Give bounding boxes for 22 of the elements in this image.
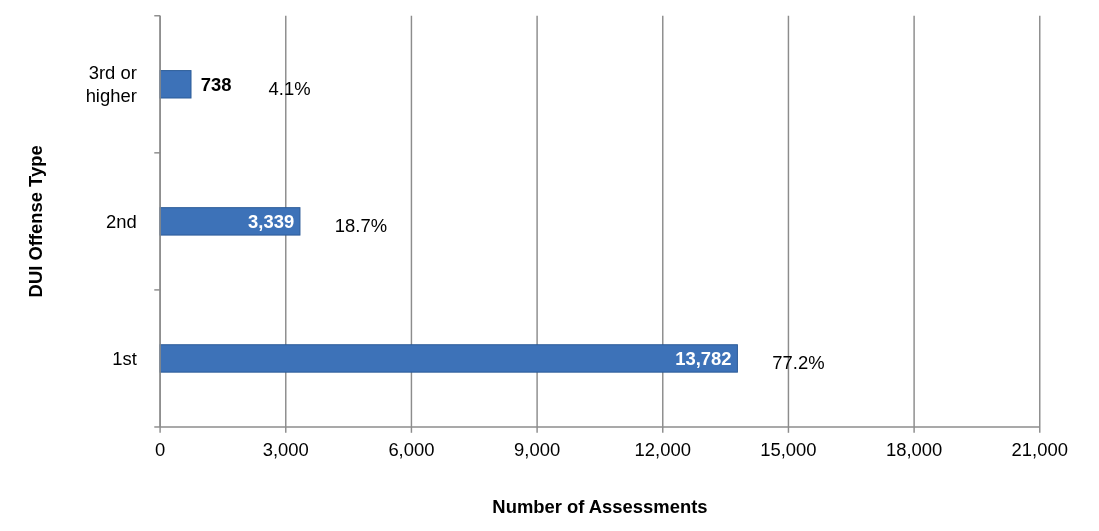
- bar: [159, 207, 301, 236]
- y-tick-label: 3rd or higher: [85, 62, 137, 107]
- annotation: 4.1%: [268, 77, 311, 99]
- y-axis-title: DUI Offense Type: [24, 145, 46, 298]
- x-axis-title: Number of Assessments: [492, 496, 708, 518]
- annotation: 18.7%: [334, 214, 388, 236]
- annotation: 77.2%: [772, 351, 825, 373]
- x-tick-label: 18,000: [885, 439, 943, 461]
- x-tick-label: 15,000: [760, 439, 817, 461]
- x-tick-label: 9,000: [514, 439, 561, 461]
- x-tick-label: 21,000: [1011, 439, 1068, 461]
- data-label: 13,782: [675, 347, 732, 369]
- x-tick-label: 12,000: [634, 439, 691, 461]
- x-tick-label: 6,000: [388, 439, 435, 461]
- data-label: 3,339: [248, 210, 295, 232]
- data-label: 738: [200, 73, 232, 95]
- x-tick-label: 0: [154, 439, 166, 461]
- x-tick-label: 3,000: [262, 439, 309, 461]
- y-tick-label: 1st: [112, 347, 137, 369]
- y-tick-label: 2nd: [106, 210, 137, 232]
- bar: [159, 70, 192, 99]
- bar: [159, 344, 738, 373]
